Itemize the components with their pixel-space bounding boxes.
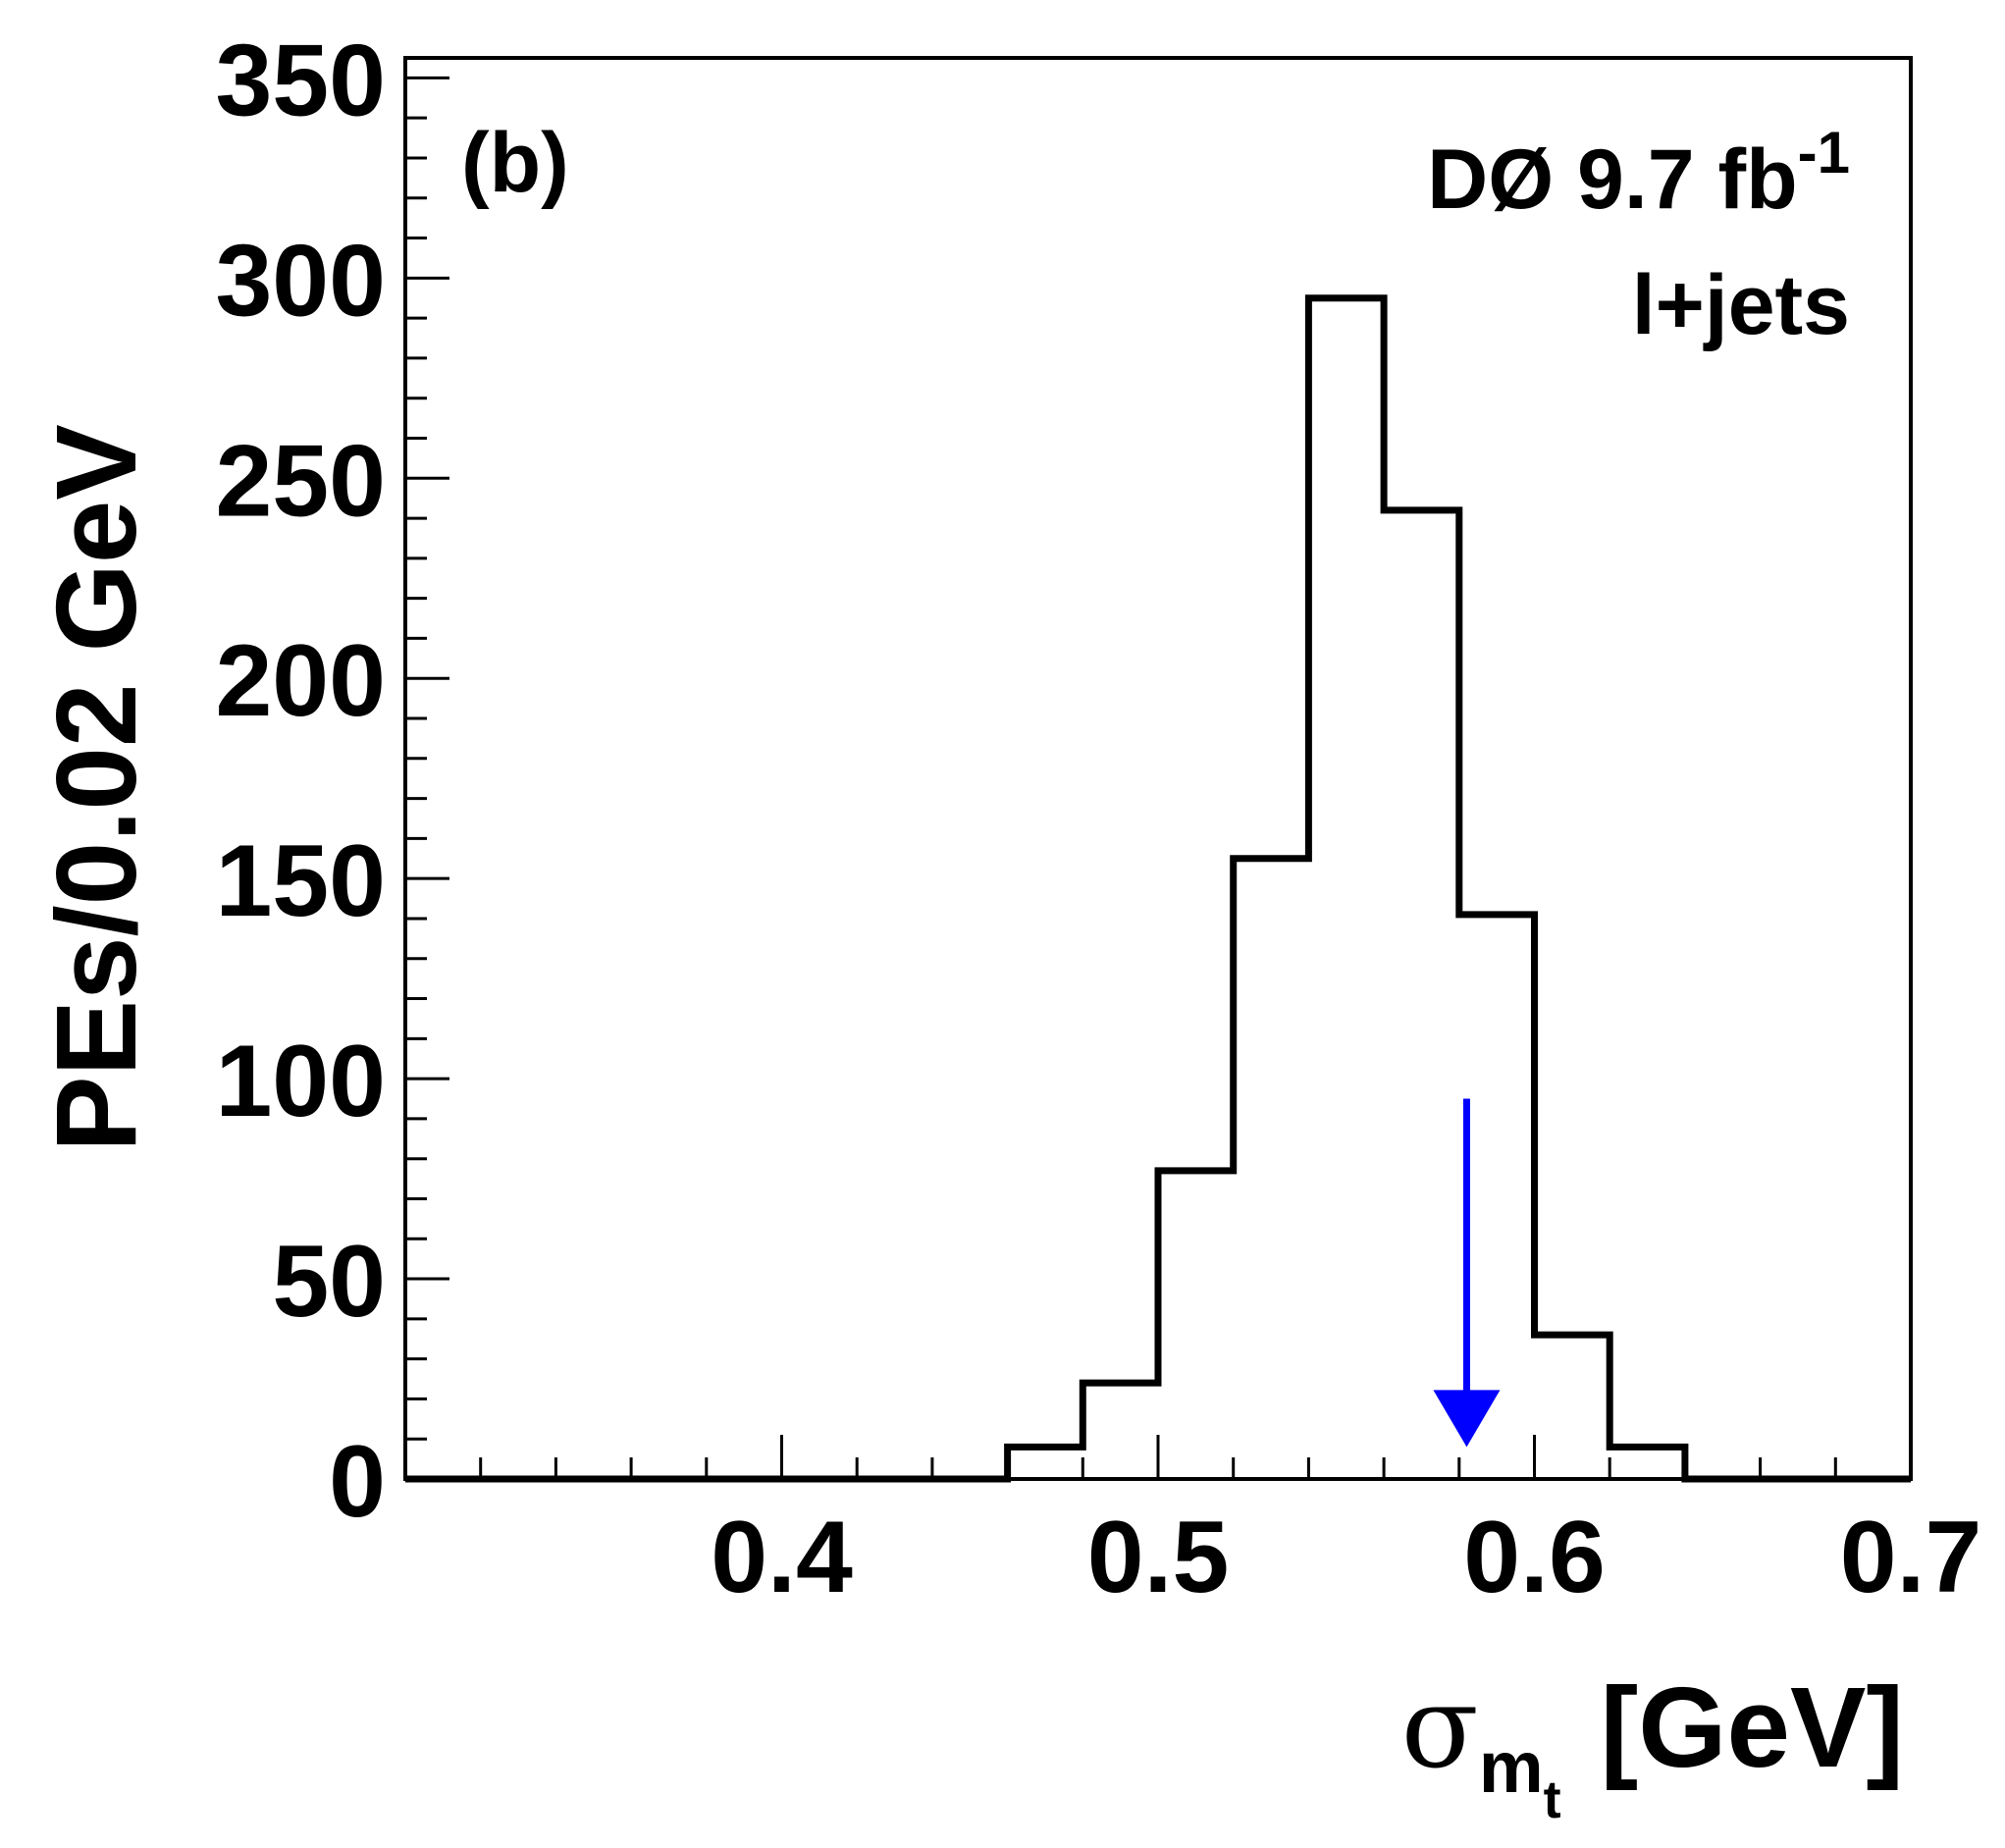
y-tick-label: 300 xyxy=(215,224,386,338)
y-tick-label: 150 xyxy=(215,824,386,938)
y-axis-title: PEs/0.02 GeV xyxy=(32,424,160,1152)
y-tick-label: 50 xyxy=(272,1225,386,1339)
histogram-bin xyxy=(1308,298,1384,1479)
arrow-head xyxy=(1433,1390,1501,1448)
x-tick-label: 0.4 xyxy=(711,1501,853,1614)
x-axis-title-sub-t: t xyxy=(1544,1770,1561,1829)
x-tick-label: 0.5 xyxy=(1087,1501,1230,1614)
x-axis-title-units: [GeV] xyxy=(1601,1663,1904,1791)
x-axis-title: σmt [GeV] xyxy=(1401,1662,1904,1829)
histogram-bin xyxy=(1234,859,1309,1479)
histogram-bin xyxy=(1609,1447,1685,1479)
histogram-bin xyxy=(1082,1383,1158,1479)
y-tick-label: 0 xyxy=(329,1425,386,1539)
histogram-bin xyxy=(1008,1447,1083,1479)
histogram-bin xyxy=(1384,510,1459,1479)
x-tick-label: 0.6 xyxy=(1463,1501,1606,1614)
panel-label: (b) xyxy=(461,116,569,210)
histogram-series xyxy=(405,294,1911,1483)
x-axis-title-sigma: σ xyxy=(1401,1662,1479,1794)
y-tick-label: 100 xyxy=(215,1025,386,1138)
x-tick-label: 0.7 xyxy=(1840,1501,1982,1614)
measured-value-arrow xyxy=(1433,1098,1501,1448)
histogram-bin xyxy=(1158,1171,1234,1479)
tick-marks xyxy=(403,76,1913,1481)
experiment-label: DØ 9.7 fb-1 xyxy=(1427,120,1850,227)
y-tick-label: 350 xyxy=(215,24,386,137)
y-tick-label: 200 xyxy=(215,624,386,738)
x-axis-title-sub-m: m xyxy=(1479,1726,1544,1808)
plot-frame xyxy=(403,56,1913,1481)
channel-label: l+jets xyxy=(1632,258,1850,352)
tick-labels: 0.4 0.5 0.6 0.7 0 50 100 150 200 250 300 350 xyxy=(215,24,1981,1614)
y-tick-label: 250 xyxy=(215,424,386,538)
histogram-bin xyxy=(1535,1335,1610,1479)
experiment-label-superscript: -1 xyxy=(1798,120,1850,185)
experiment-label-main: DØ 9.7 fb xyxy=(1427,132,1798,227)
